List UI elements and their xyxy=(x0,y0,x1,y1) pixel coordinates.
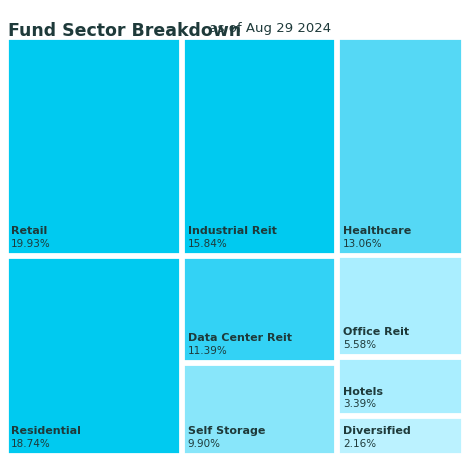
Bar xyxy=(183,364,335,453)
Text: Hotels: Hotels xyxy=(343,387,383,397)
Text: 13.06%: 13.06% xyxy=(343,239,382,249)
Text: Residential: Residential xyxy=(11,426,81,436)
Text: Diversified: Diversified xyxy=(343,426,411,436)
Text: as of Aug 29 2024: as of Aug 29 2024 xyxy=(201,22,331,34)
Text: Data Center Reit: Data Center Reit xyxy=(188,333,292,343)
Text: 15.84%: 15.84% xyxy=(188,239,227,249)
Text: Self Storage: Self Storage xyxy=(188,426,265,436)
Text: 11.39%: 11.39% xyxy=(188,346,227,356)
Bar xyxy=(183,38,335,254)
Text: Retail: Retail xyxy=(11,226,47,236)
Bar xyxy=(7,38,180,254)
Text: Healthcare: Healthcare xyxy=(343,226,411,236)
Bar xyxy=(338,417,462,453)
Text: 5.58%: 5.58% xyxy=(343,340,376,350)
Text: Fund Sector Breakdown: Fund Sector Breakdown xyxy=(8,22,241,39)
Text: 18.74%: 18.74% xyxy=(11,438,51,448)
Bar xyxy=(338,256,462,355)
Text: Industrial Reit: Industrial Reit xyxy=(188,226,277,236)
Text: 3.39%: 3.39% xyxy=(343,399,376,409)
Bar xyxy=(338,38,462,254)
Bar xyxy=(338,358,462,414)
Text: 9.90%: 9.90% xyxy=(188,438,221,448)
Text: 19.93%: 19.93% xyxy=(11,239,51,249)
Bar xyxy=(7,257,180,453)
Text: Office Reit: Office Reit xyxy=(343,327,409,337)
Text: 2.16%: 2.16% xyxy=(343,438,376,448)
Bar xyxy=(183,257,335,361)
